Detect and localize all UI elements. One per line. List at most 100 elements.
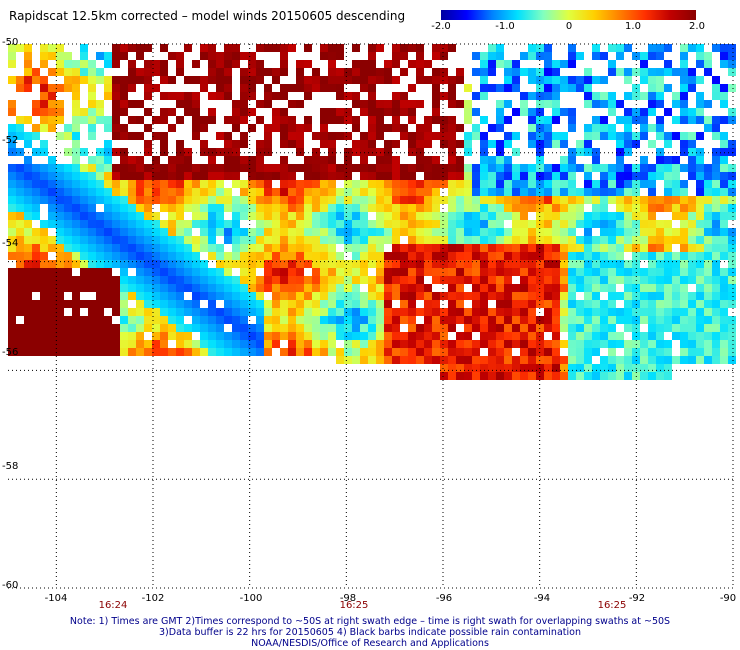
wind-cell	[416, 164, 424, 172]
wind-cell	[264, 92, 272, 100]
wind-cell	[240, 180, 248, 188]
wind-cell	[592, 124, 600, 132]
wind-cell	[40, 148, 48, 156]
wind-cell	[680, 220, 688, 228]
wind-cell	[64, 196, 72, 204]
wind-cell	[520, 252, 528, 260]
wind-cell	[488, 220, 496, 228]
wind-cell	[144, 324, 152, 332]
wind-cell	[360, 292, 368, 300]
wind-cell	[368, 244, 376, 252]
wind-cell	[168, 180, 176, 188]
wind-cell	[496, 372, 504, 380]
wind-cell	[280, 124, 288, 132]
wind-cell	[208, 276, 216, 284]
wind-cell	[528, 260, 536, 268]
wind-cell	[504, 84, 512, 92]
wind-cell	[240, 228, 248, 236]
wind-cell	[224, 252, 232, 260]
wind-cell	[640, 220, 648, 228]
wind-cell	[504, 132, 512, 140]
wind-cell	[192, 100, 200, 108]
wind-cell	[552, 84, 560, 92]
wind-cell	[360, 332, 368, 340]
wind-cell	[160, 196, 168, 204]
wind-cell	[104, 60, 112, 68]
wind-cell	[88, 212, 96, 220]
wind-cell	[352, 100, 360, 108]
wind-cell	[328, 244, 336, 252]
wind-cell	[200, 308, 208, 316]
wind-cell	[512, 260, 520, 268]
wind-cell	[448, 340, 456, 348]
wind-cell	[544, 348, 552, 356]
wind-cell	[664, 268, 672, 276]
wind-cell	[352, 164, 360, 172]
wind-cell	[128, 220, 136, 228]
wind-cell	[24, 340, 32, 348]
wind-cell	[40, 196, 48, 204]
wind-cell	[512, 132, 520, 140]
wind-cell	[472, 172, 480, 180]
wind-cell	[408, 228, 416, 236]
wind-cell	[384, 300, 392, 308]
wind-cell	[656, 316, 664, 324]
wind-cell	[264, 308, 272, 316]
wind-cell	[568, 356, 576, 364]
wind-cell	[728, 148, 736, 156]
wind-cell	[328, 324, 336, 332]
wind-cell	[448, 164, 456, 172]
wind-cell	[680, 148, 688, 156]
wind-cell	[440, 228, 448, 236]
wind-cell	[688, 76, 696, 84]
wind-cell	[512, 308, 520, 316]
wind-cell	[80, 116, 88, 124]
wind-cell	[480, 148, 488, 156]
wind-cell	[712, 292, 720, 300]
wind-cell	[216, 76, 224, 84]
wind-cell	[176, 116, 184, 124]
wind-cell	[464, 236, 472, 244]
wind-cell	[64, 204, 72, 212]
wind-cell	[368, 276, 376, 284]
wind-cell	[40, 164, 48, 172]
wind-cell	[456, 276, 464, 284]
wind-cell	[320, 108, 328, 116]
wind-cell	[344, 92, 352, 100]
wind-cell	[32, 244, 40, 252]
wind-cell	[176, 268, 184, 276]
wind-cell	[240, 116, 248, 124]
wind-cell	[128, 228, 136, 236]
wind-cell	[624, 220, 632, 228]
wind-cell	[712, 172, 720, 180]
wind-cell	[208, 300, 216, 308]
wind-cell	[720, 244, 728, 252]
wind-cell	[120, 244, 128, 252]
wind-cell	[256, 276, 264, 284]
wind-cell	[24, 156, 32, 164]
wind-cell	[456, 100, 464, 108]
wind-cell	[512, 164, 520, 172]
wind-cell	[600, 228, 608, 236]
wind-cell	[328, 140, 336, 148]
wind-cell	[376, 236, 384, 244]
wind-cell	[304, 76, 312, 84]
wind-cell	[424, 116, 432, 124]
wind-cell	[720, 188, 728, 196]
wind-cell	[616, 212, 624, 220]
wind-cell	[72, 292, 80, 300]
wind-cell	[200, 260, 208, 268]
wind-cell	[152, 188, 160, 196]
wind-cell	[24, 44, 32, 52]
wind-cell	[616, 140, 624, 148]
wind-cell	[304, 204, 312, 212]
wind-cell	[456, 204, 464, 212]
wind-cell	[528, 348, 536, 356]
wind-cell	[688, 308, 696, 316]
wind-cell	[232, 300, 240, 308]
wind-cell	[264, 332, 272, 340]
wind-cell	[240, 340, 248, 348]
wind-cell	[312, 308, 320, 316]
wind-cell	[112, 148, 120, 156]
wind-cell	[608, 244, 616, 252]
